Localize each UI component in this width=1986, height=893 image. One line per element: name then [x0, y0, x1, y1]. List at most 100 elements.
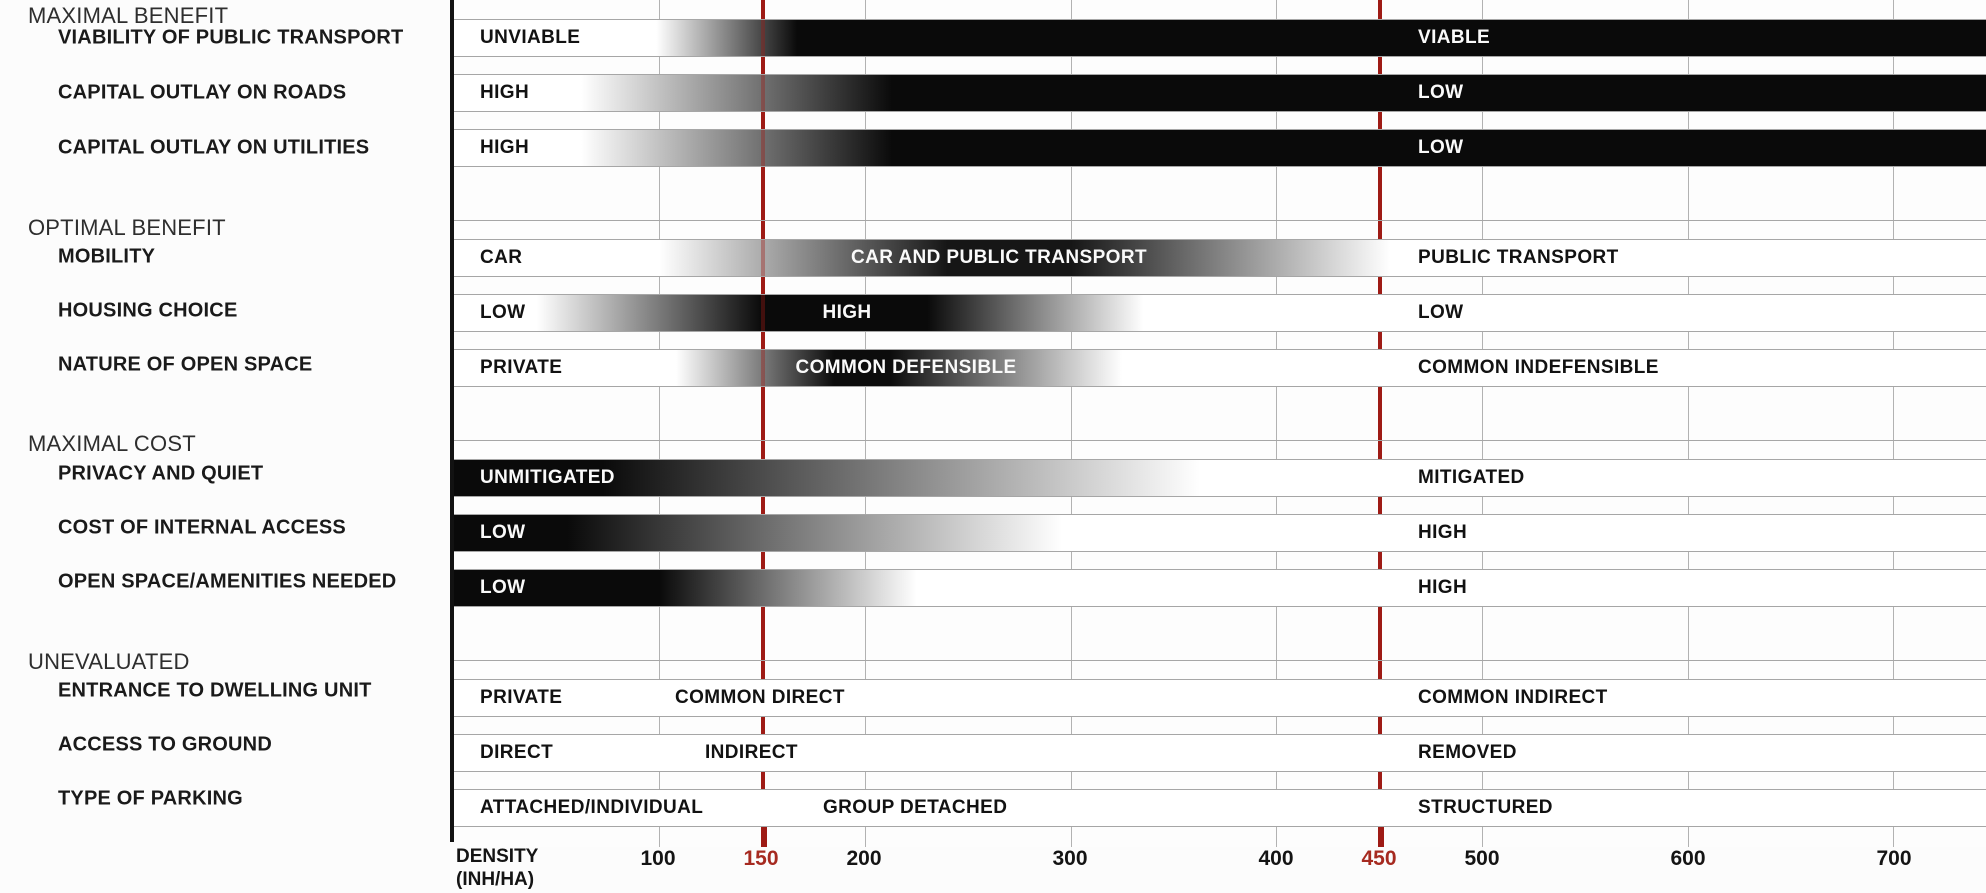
gridline-400 [1276, 497, 1278, 514]
density-highlight-line-450 [1377, 387, 1382, 440]
bar-type-of-parking: ATTACHED/INDIVIDUAL GROUP DETACHED STRUC… [454, 790, 1986, 826]
band-label: COMMON DEFENSIBLE [795, 357, 1017, 378]
density-150-line-overlay [761, 130, 765, 166]
density-highlight-line-450 [1377, 497, 1382, 514]
gridline-400 [1276, 387, 1278, 440]
gridline-100 [659, 661, 661, 679]
band-label: PRIVATE [480, 357, 563, 378]
section-header-maximal-benefit: MAXIMAL BENEFIT [28, 3, 229, 28]
band-label: CAR AND PUBLIC TRANSPORT [850, 247, 1148, 268]
gridline-300 [1070, 772, 1072, 789]
gridline-100 [659, 827, 661, 847]
gridline-200 [864, 552, 866, 569]
band-label: ATTACHED/INDIVIDUAL [480, 797, 704, 818]
band-label: LOW [1418, 82, 1464, 103]
gridline-300 [1070, 57, 1072, 74]
density-150-line-overlay [761, 295, 765, 331]
density-highlight-line-150 [760, 0, 765, 19]
row-label-open-space-amenities: OPEN SPACE/AMENITIES NEEDED [58, 570, 397, 593]
band-label: UNMITIGATED [480, 467, 615, 488]
grid-strip [454, 716, 1986, 735]
row-label-housing-choice: HOUSING CHOICE [58, 299, 238, 322]
gridline-600 [1687, 497, 1689, 514]
gridline-400 [1276, 221, 1278, 239]
grid-strip [454, 771, 1986, 790]
gridline-300 [1070, 277, 1072, 294]
density-highlight-line-450 [1377, 607, 1382, 660]
section-header-maximal-cost: MAXIMAL COST [28, 431, 196, 456]
gridline-600 [1687, 167, 1689, 220]
gridline-200 [864, 221, 866, 239]
row-label-capital-outlay-utilities: CAPITAL OUTLAY ON UTILITIES [58, 136, 370, 159]
gridline-300 [1070, 552, 1072, 569]
gridline-500 [1481, 441, 1483, 459]
tick-label-600: 600 [1670, 847, 1706, 870]
gridline-400 [1276, 661, 1278, 679]
gridline-200 [864, 277, 866, 294]
gridline-400 [1276, 441, 1278, 459]
row-label-viability-public-transport: VIABILITY OF PUBLIC TRANSPORT [58, 26, 404, 49]
density-highlight-line-150 [760, 827, 767, 847]
band-label: VIABLE [1418, 27, 1491, 48]
gridline-600 [1687, 772, 1689, 789]
row-label-capital-outlay-roads: CAPITAL OUTLAY ON ROADS [58, 81, 347, 104]
gridline-600 [1687, 441, 1689, 459]
section-header-optimal-benefit: OPTIMAL BENEFIT [28, 215, 226, 240]
bar-access-to-ground: DIRECT INDIRECT REMOVED [454, 735, 1986, 771]
gridline-500 [1481, 0, 1483, 19]
band-label: COMMON INDIRECT [1418, 687, 1608, 708]
gridline-100 [659, 772, 661, 789]
band-label: REMOVED [1418, 742, 1517, 763]
tick-label-100: 100 [640, 847, 676, 870]
gridline-200 [864, 661, 866, 679]
gridline-400 [1276, 607, 1278, 660]
band-label: COMMON DIRECT [675, 687, 845, 708]
gridline-200 [864, 167, 866, 220]
tick-label-150: 150 [743, 847, 779, 870]
density-highlight-line-150 [760, 221, 765, 239]
density-highlight-line-150 [760, 387, 765, 440]
gridline-100 [659, 112, 661, 129]
gridline-400 [1276, 827, 1278, 847]
density-highlight-line-450 [1377, 661, 1382, 679]
gridline-600 [1687, 221, 1689, 239]
gridline-600 [1687, 0, 1689, 19]
row-label-mobility: MOBILITY [58, 245, 156, 268]
gridline-700 [1893, 112, 1895, 129]
band-label: PUBLIC TRANSPORT [1418, 247, 1619, 268]
gridline-700 [1893, 552, 1895, 569]
gridline-700 [1893, 167, 1895, 220]
density-highlight-line-450 [1377, 717, 1382, 734]
density-highlight-line-150 [760, 112, 765, 129]
gridline-500 [1481, 167, 1483, 220]
bar-entrance-dwelling-unit: PRIVATE COMMON DIRECT COMMON INDIRECT [454, 680, 1986, 716]
density-150-line-overlay [761, 75, 765, 111]
gridline-300 [1070, 112, 1072, 129]
density-highlight-line-150 [760, 772, 765, 789]
gridline-500 [1481, 827, 1483, 847]
gridline-300 [1070, 497, 1072, 514]
gridline-700 [1893, 497, 1895, 514]
tick-label-300: 300 [1052, 847, 1088, 870]
density-highlight-line-150 [760, 441, 765, 459]
density-highlight-line-150 [760, 661, 765, 679]
band-label: HIGH [822, 302, 872, 323]
band-label: CAR [480, 247, 523, 268]
density-highlight-line-150 [760, 277, 765, 294]
gridline-300 [1070, 607, 1072, 660]
gridline-200 [864, 497, 866, 514]
gridline-200 [864, 332, 866, 349]
tick-label-450: 450 [1361, 847, 1397, 870]
gridline-600 [1687, 661, 1689, 679]
gridline-100 [659, 387, 661, 440]
density-150-line-overlay [761, 20, 765, 56]
x-axis-title: DENSITY (INH/HA) [456, 845, 538, 891]
x-axis-title-line1: DENSITY [456, 846, 539, 867]
density-highlight-line-150 [760, 167, 765, 220]
band-label: MITIGATED [1418, 467, 1525, 488]
gridline-400 [1276, 167, 1278, 220]
gridline-300 [1070, 661, 1072, 679]
density-highlight-line-450 [1377, 552, 1382, 569]
density-highlight-line-450 [1377, 772, 1382, 789]
